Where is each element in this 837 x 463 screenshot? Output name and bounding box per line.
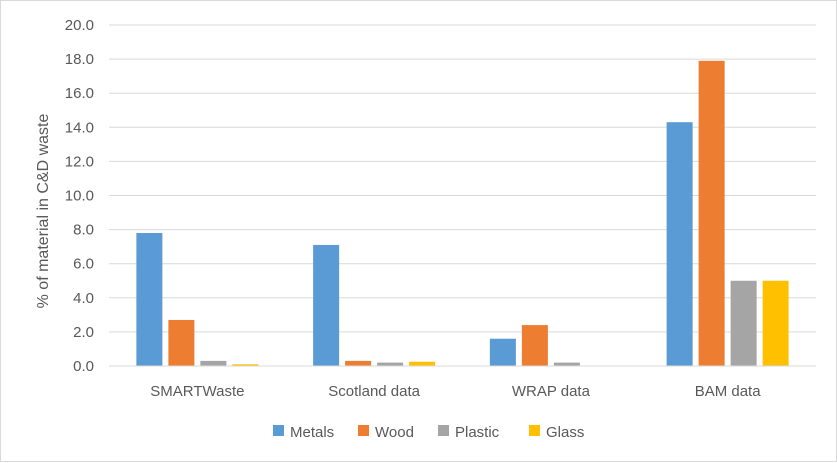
y-tick-label: 20.0 bbox=[65, 17, 94, 34]
x-category-label: Scotland data bbox=[328, 383, 420, 400]
bar-metals-4 bbox=[666, 122, 693, 366]
legend-swatch-metals bbox=[273, 425, 284, 436]
y-tick-label: 2.0 bbox=[73, 324, 94, 341]
y-tick-label: 14.0 bbox=[65, 119, 94, 136]
bar-wood-2 bbox=[345, 360, 372, 366]
x-category-label: WRAP data bbox=[512, 383, 591, 400]
bar-wood-3 bbox=[521, 325, 548, 366]
bar-plastic-3 bbox=[553, 362, 580, 366]
y-tick-label: 16.0 bbox=[65, 85, 94, 102]
y-axis-label: % of material in C&D waste bbox=[35, 114, 52, 309]
bar-wood-4 bbox=[698, 60, 725, 367]
y-tick-label: 4.0 bbox=[73, 290, 94, 307]
legend-swatch-glass bbox=[529, 425, 540, 436]
y-tick-label: 12.0 bbox=[65, 153, 94, 170]
legend-swatch-plastic bbox=[438, 425, 449, 436]
legend-label-plastic: Plastic bbox=[455, 424, 500, 441]
bar-metals-2 bbox=[313, 244, 340, 366]
y-tick-label: 6.0 bbox=[73, 256, 94, 273]
legend-label-wood: Wood bbox=[375, 424, 414, 441]
y-tick-label: 18.0 bbox=[65, 51, 94, 68]
legend-label-glass: Glass bbox=[546, 424, 584, 441]
bar-metals-3 bbox=[489, 338, 516, 366]
bar-plastic-4 bbox=[730, 280, 757, 366]
bar-glass-4 bbox=[762, 280, 789, 366]
x-category-label: SMARTWaste bbox=[150, 383, 244, 400]
legend-label-metals: Metals bbox=[290, 424, 334, 441]
bar-glass-1 bbox=[232, 364, 259, 366]
legend-swatch-wood bbox=[358, 425, 369, 436]
bar-glass-2 bbox=[409, 361, 436, 366]
y-tick-label: 10.0 bbox=[65, 188, 94, 205]
y-tick-label: 8.0 bbox=[73, 222, 94, 239]
y-tick-label: 0.0 bbox=[73, 358, 94, 375]
bar-plastic-1 bbox=[200, 360, 227, 366]
bar-wood-1 bbox=[168, 319, 195, 366]
bar-metals-1 bbox=[136, 233, 163, 366]
bar-plastic-2 bbox=[377, 362, 404, 366]
x-category-label: BAM data bbox=[695, 383, 762, 400]
